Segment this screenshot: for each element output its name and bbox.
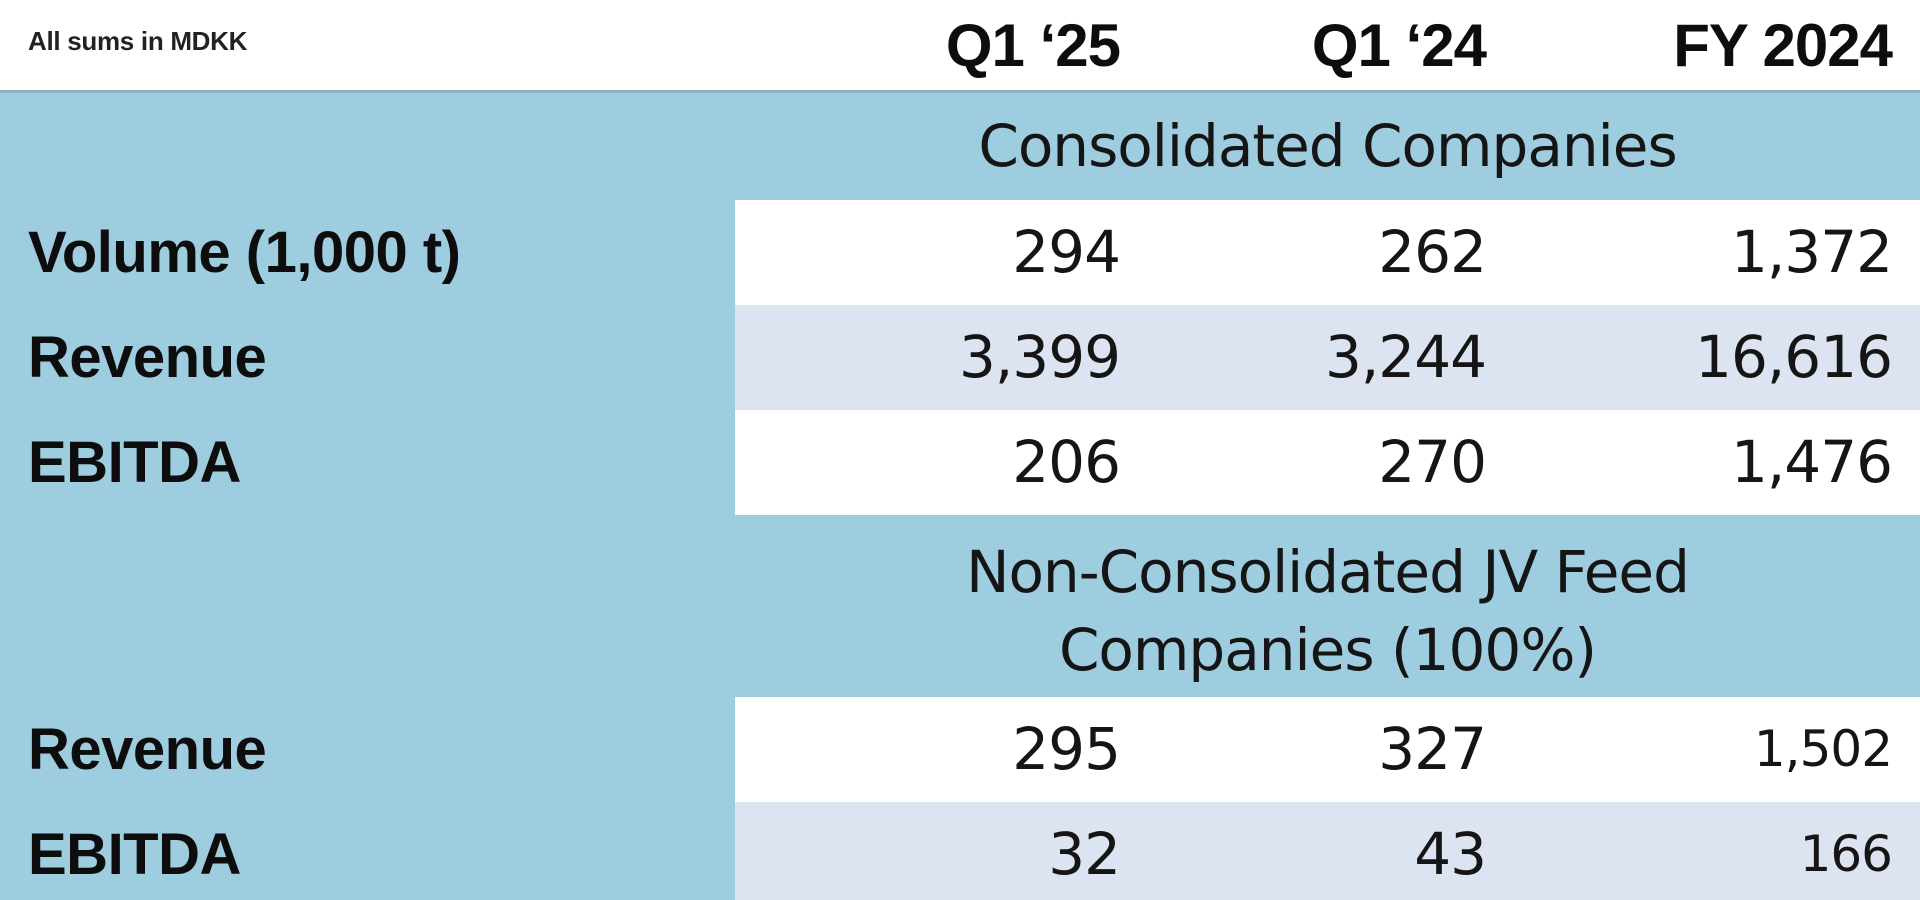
row-label: Revenue [28, 717, 267, 782]
cell-q1-2025: 294 [1012, 218, 1121, 286]
cell-fy-2024: 1,372 [1730, 218, 1893, 286]
cell-fy-2024: 1,476 [1730, 428, 1893, 496]
units-note: All sums in MDKK [28, 26, 248, 56]
column-header-fy-2024: FY 2024 [1673, 12, 1893, 79]
cell-q1-2025: 32 [1048, 820, 1121, 888]
cell-q1-2024: 3,244 [1324, 323, 1487, 391]
row-value-band [735, 697, 1920, 802]
section-title-line: Non-Consolidated JV Feed [966, 538, 1690, 606]
row-value-band [735, 410, 1920, 515]
table-row: Revenue 3,399 3,244 16,616 [0, 305, 1920, 410]
table-header: All sums in MDKK Q1 ‘25 Q1 ‘24 FY 2024 [0, 0, 1920, 93]
table-row: Volume (1,000 t) 294 262 1,372 [0, 200, 1920, 305]
column-header-q1-2024: Q1 ‘24 [1311, 12, 1487, 79]
row-value-band [735, 802, 1920, 900]
row-value-band [735, 305, 1920, 410]
section-title-consolidated: Consolidated Companies [978, 112, 1677, 180]
cell-q1-2024: 262 [1378, 218, 1487, 286]
column-header-q1-2025: Q1 ‘25 [945, 12, 1121, 79]
cell-q1-2024: 270 [1378, 428, 1487, 496]
row-value-band [735, 200, 1920, 305]
cell-q1-2024: 327 [1378, 715, 1487, 783]
section-title-line: Companies (100%) [1058, 616, 1597, 684]
financial-table: Consolidated Companies Volume (1,000 t) … [0, 93, 1920, 900]
cell-q1-2024: 43 [1414, 820, 1487, 888]
section-title-non-consolidated-jv: Non-Consolidated JV Feed Companies (100%… [735, 533, 1920, 693]
cell-fy-2024: 16,616 [1695, 323, 1893, 391]
cell-q1-2025: 3,399 [958, 323, 1121, 391]
row-label: Volume (1,000 t) [28, 220, 461, 285]
cell-fy-2024: 1,502 [1753, 720, 1893, 778]
cell-q1-2025: 206 [1012, 428, 1121, 496]
cell-fy-2024: 166 [1799, 825, 1893, 883]
table-row: Revenue 295 327 1,502 [0, 697, 1920, 802]
header-divider [0, 90, 1920, 93]
row-label: Revenue [28, 325, 267, 390]
table-row: EBITDA 206 270 1,476 [0, 410, 1920, 515]
cell-q1-2025: 295 [1012, 715, 1121, 783]
row-label: EBITDA [28, 430, 241, 495]
row-label: EBITDA [28, 822, 241, 887]
table-row: EBITDA 32 43 166 [0, 802, 1920, 900]
